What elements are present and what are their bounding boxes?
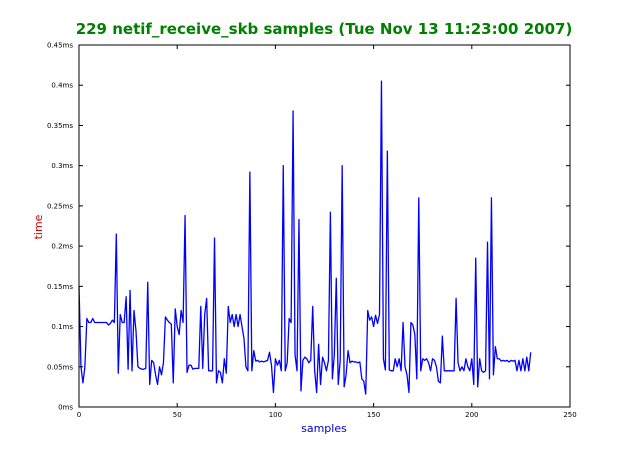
y-tick-label: 0.3ms bbox=[51, 162, 73, 170]
x-tick-label: 50 bbox=[173, 411, 182, 419]
y-tick-label: 0.25ms bbox=[47, 202, 73, 210]
axes-frame bbox=[78, 44, 571, 408]
y-axis-label: time bbox=[32, 214, 45, 239]
y-tick-label: 0.2ms bbox=[51, 243, 73, 251]
y-tick-label: 0.05ms bbox=[47, 363, 73, 371]
x-tick-label: 200 bbox=[465, 411, 478, 419]
y-tick-label: 0.35ms bbox=[47, 122, 73, 130]
y-tick-label: 0.4ms bbox=[51, 82, 73, 90]
y-tick-label: 0.1ms bbox=[51, 323, 73, 331]
x-tick-label: 250 bbox=[563, 411, 576, 419]
y-tick-label: 0.45ms bbox=[47, 42, 73, 50]
x-tick-label: 150 bbox=[367, 411, 380, 419]
x-tick-label: 100 bbox=[269, 411, 282, 419]
plot-area: 0 50 100 150 200 250 0ms 0.05ms 0.1ms 0.15ms 0.2ms… bbox=[47, 42, 577, 420]
y-tick-label: 0ms bbox=[58, 404, 73, 412]
y-tick-label: 0.15ms bbox=[47, 283, 73, 291]
chart-title: 229 netif_receive_skb samples (Tue Nov 1… bbox=[76, 20, 573, 38]
x-tick-label: 0 bbox=[77, 411, 81, 419]
x-axis-label: samples bbox=[301, 422, 347, 435]
series-line-0 bbox=[78, 80, 532, 395]
